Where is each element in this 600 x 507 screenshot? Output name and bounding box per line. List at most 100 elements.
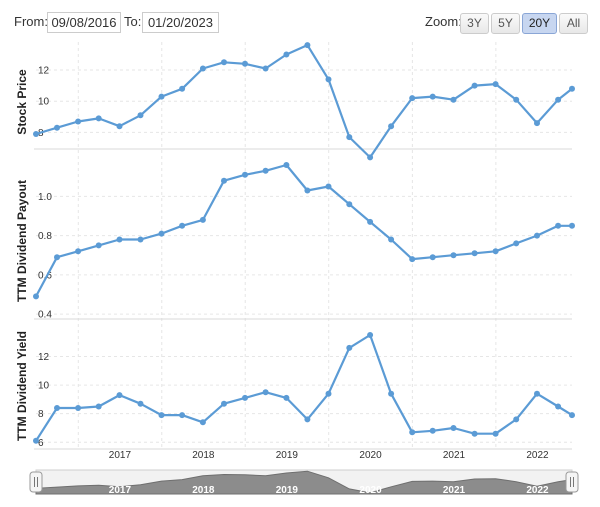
y-axis-title: TTM Dividend Payout	[15, 180, 29, 302]
grip-handle-icon	[570, 477, 574, 487]
data-point	[75, 248, 82, 255]
zoom-3y-button[interactable]: 3Y	[460, 13, 489, 34]
data-point	[158, 230, 165, 237]
data-point	[179, 85, 186, 92]
y-tick-label: 6	[38, 438, 44, 449]
zoom-5y-button[interactable]: 5Y	[491, 13, 520, 34]
data-point	[388, 123, 395, 130]
from-label: From:	[14, 14, 48, 29]
data-point	[367, 218, 374, 225]
navigator-left-handle[interactable]	[29, 471, 43, 493]
y-tick-label: 0.6	[38, 270, 52, 281]
data-point	[492, 430, 499, 437]
data-point	[179, 222, 186, 229]
data-point	[325, 183, 332, 190]
data-point	[137, 236, 144, 243]
x-tick-label: 2021	[443, 450, 466, 461]
data-point	[95, 115, 102, 122]
data-point	[325, 390, 332, 397]
data-point	[221, 59, 227, 66]
data-point	[199, 65, 206, 72]
range-toolbar: From: 09/08/2016 To: 01/20/2023 Zoom: 3Y…	[0, 0, 600, 40]
data-point	[346, 201, 353, 208]
data-point	[137, 112, 144, 119]
handle-body[interactable]	[29, 471, 43, 493]
data-point	[283, 394, 290, 401]
data-point	[116, 236, 123, 243]
data-point	[429, 93, 436, 100]
data-point	[346, 134, 353, 141]
data-point	[534, 390, 540, 397]
to-label: To:	[124, 14, 142, 29]
y-tick-label: 0.4	[38, 310, 52, 321]
data-point	[54, 254, 60, 261]
data-point	[569, 222, 575, 229]
series-line	[35, 333, 573, 442]
data-point	[221, 177, 227, 184]
data-point	[471, 250, 478, 257]
data-point	[199, 419, 206, 426]
from-date-input[interactable]: 09/08/2016	[47, 12, 121, 33]
data-point	[262, 167, 269, 174]
data-point	[555, 222, 562, 229]
data-point	[116, 392, 123, 399]
data-point	[304, 416, 311, 423]
y-axis-title: Stock Price	[15, 69, 29, 135]
data-point	[450, 425, 457, 431]
navigator-year-label: 2020	[359, 485, 382, 496]
x-tick-label: 2019	[276, 450, 299, 461]
data-point	[429, 427, 436, 434]
data-point	[450, 96, 457, 103]
data-point	[262, 65, 269, 72]
navigator-area	[35, 470, 573, 495]
data-point	[569, 85, 575, 92]
x-tick-label: 2020	[359, 450, 382, 461]
y-tick-label: 10	[38, 97, 50, 108]
data-point	[179, 412, 186, 419]
data-point	[116, 123, 123, 130]
data-point	[555, 96, 562, 103]
vertical-gridlines	[77, 42, 497, 448]
navigator-year-label: 2018	[192, 485, 215, 496]
range-navigator[interactable]: 2017 2018 2019 2020 2021 2022	[29, 469, 579, 496]
data-point	[242, 171, 248, 178]
zoom-all-button[interactable]: All	[559, 13, 588, 34]
data-point	[367, 332, 374, 338]
zoom-label: Zoom:	[425, 14, 462, 29]
y-tick-label: 12	[38, 66, 50, 77]
data-point	[471, 82, 478, 89]
data-point	[54, 405, 60, 411]
x-tick-label: 2022	[526, 450, 549, 461]
data-point	[283, 51, 290, 58]
data-point	[492, 81, 499, 88]
y-tick-label: 0.8	[38, 231, 52, 242]
data-point	[33, 293, 39, 300]
data-point	[262, 389, 269, 396]
zoom-20y-button[interactable]: 20Y	[522, 13, 557, 34]
data-point	[513, 416, 520, 423]
data-point	[33, 437, 39, 444]
data-point	[471, 430, 478, 437]
data-point	[388, 236, 395, 243]
x-axis: 2017 2018 2019 2020 2021 2022	[109, 450, 549, 461]
data-point	[242, 60, 248, 67]
data-point	[534, 232, 540, 239]
data-point	[221, 400, 227, 407]
data-point	[409, 429, 416, 436]
y-tick-label: 12	[38, 352, 50, 363]
x-tick-label: 2017	[109, 450, 132, 461]
data-point	[283, 162, 290, 168]
handle-body[interactable]	[565, 471, 579, 493]
data-point	[513, 240, 520, 247]
navigator-right-handle[interactable]	[565, 471, 579, 493]
data-point	[325, 76, 332, 83]
data-point	[429, 254, 436, 261]
data-point	[346, 344, 353, 351]
to-date-input[interactable]: 01/20/2023	[142, 12, 219, 33]
navigator-year-label: 2021	[443, 485, 466, 496]
data-point	[242, 394, 248, 401]
data-point	[75, 118, 82, 125]
data-point	[450, 252, 457, 259]
